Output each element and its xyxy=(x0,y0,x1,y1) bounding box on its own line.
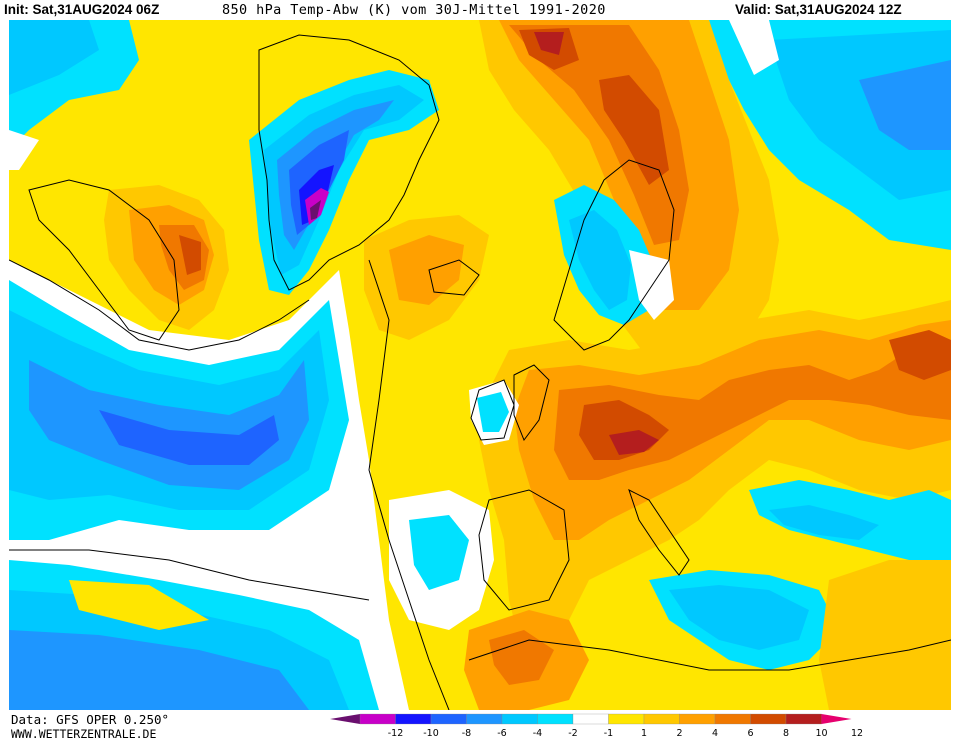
baltic-white-patch xyxy=(629,250,674,320)
atlantic-blue-core xyxy=(99,410,279,465)
ireland-coastline xyxy=(470,379,515,441)
legend-swatch xyxy=(679,713,716,725)
iberia-coastline xyxy=(478,489,570,611)
alps-warm-peak-core xyxy=(609,430,659,455)
legend-tick-label: -4 xyxy=(533,728,542,739)
footer-bar: Data: GFS OPER 0.250° WWW.WETTERZENTRALE… xyxy=(0,710,959,741)
legend-tick-label: 12 xyxy=(851,728,863,739)
baffin-warm-peak xyxy=(179,235,201,275)
legend-tick-label: 6 xyxy=(747,728,753,739)
white-patch-nw xyxy=(9,130,39,170)
website-label: WWW.WETTERZENTRALE.DE xyxy=(11,727,157,741)
color-legend: -12 -10 -8 -6 -4 -2 -1 1 2 4 6 8 10 12 xyxy=(330,712,959,740)
iceland-warm-area-2 xyxy=(389,235,464,305)
mediterranean-cyan-core xyxy=(669,585,809,650)
legend-swatch xyxy=(714,713,751,725)
greenland-purple xyxy=(310,200,321,220)
legend-swatch xyxy=(359,713,396,725)
legend-swatch xyxy=(785,713,822,725)
nw-cyan-area-2 xyxy=(9,20,99,95)
init-time-label: Init: Sat,31AUG2024 06Z xyxy=(4,2,160,17)
legend-tick-label: -12 xyxy=(388,728,404,739)
legend-swatch xyxy=(643,713,680,725)
north-africa-warm-core xyxy=(489,630,554,685)
map-title: 850 hPa Temp-Abw (K) vom 30J-Mittel 1991… xyxy=(222,2,606,18)
sw-blue-area xyxy=(9,630,309,710)
legend-tick-label: 10 xyxy=(815,728,827,739)
arctic-warm-peak-1-core xyxy=(534,32,564,55)
temperature-anomaly-map xyxy=(9,20,951,710)
legend-tick-label: -2 xyxy=(568,728,577,739)
legend-arrow-right xyxy=(821,714,852,724)
legend-swatch xyxy=(430,713,467,725)
legend-tick-label: -6 xyxy=(497,728,506,739)
east-warm-peak xyxy=(889,330,951,380)
legend-tick-label: 8 xyxy=(783,728,789,739)
eastern-med-cyan-core xyxy=(769,505,879,540)
scandinavia-cyan-core xyxy=(569,210,631,310)
sw-yellow-patch xyxy=(69,580,209,630)
zero-contour-atlantic xyxy=(368,259,450,710)
legend-tick-label: 4 xyxy=(712,728,718,739)
russia-warm-core xyxy=(509,25,689,245)
legend-tick-label: -8 xyxy=(462,728,471,739)
map-canvas xyxy=(9,20,951,710)
iberia-cyan-patch xyxy=(409,515,469,590)
white-patch-ne xyxy=(729,20,779,75)
baffin-coastline xyxy=(28,179,180,341)
legend-colorbar: -12 -10 -8 -6 -4 -2 -1 1 2 4 6 8 10 12 xyxy=(330,713,863,739)
legend-swatch xyxy=(750,713,787,725)
legend-swatch xyxy=(537,713,574,725)
iceland-coastline xyxy=(428,259,480,296)
data-source-label: Data: GFS OPER 0.250° xyxy=(11,712,170,727)
legend-tick-label: -1 xyxy=(604,728,613,739)
legend-swatch xyxy=(466,713,503,725)
legend-swatch xyxy=(572,713,609,725)
header-bar: Init: Sat,31AUG2024 06Z 850 hPa Temp-Abw… xyxy=(0,0,959,20)
italy-coastline xyxy=(628,489,690,576)
legend-swatch xyxy=(608,713,645,725)
britain-coastline xyxy=(513,364,550,442)
zero-contour-south xyxy=(9,549,370,601)
valid-time-label: Valid: Sat,31AUG2024 12Z xyxy=(735,2,902,17)
se-warm-area xyxy=(819,560,951,710)
legend-arrow-left xyxy=(330,714,360,724)
legend-tick-label: 1 xyxy=(641,728,647,739)
greenland-coastline xyxy=(258,34,440,291)
arctic-warm-peak-2 xyxy=(599,75,669,185)
labrador-contour xyxy=(9,259,310,351)
scandinavia-coastline xyxy=(553,159,675,351)
legend-tick-label: -10 xyxy=(423,728,439,739)
europe-warm-area-2 xyxy=(514,320,951,540)
legend-swatch xyxy=(501,713,538,725)
coastlines xyxy=(9,34,951,710)
legend-swatch xyxy=(395,713,432,725)
africa-coastline xyxy=(468,639,951,671)
legend-tick-label: 2 xyxy=(676,728,682,739)
arctic-blue-area xyxy=(859,60,951,150)
ireland-cyan-core xyxy=(477,392,509,432)
